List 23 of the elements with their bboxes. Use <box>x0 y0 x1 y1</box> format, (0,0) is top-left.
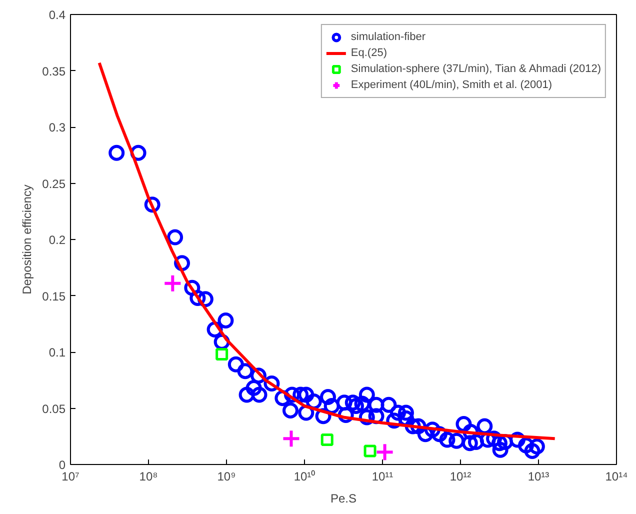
y-axis-title: Deposition efficiency <box>20 184 34 294</box>
legend-label: Simulation-sphere (37L/min), Tian & Ahmadi (2012) <box>350 62 601 77</box>
y-tick-label: 0.3 <box>48 120 66 134</box>
y-tick-label: 0.05 <box>42 402 66 416</box>
legend-label: Eq.(25) <box>350 46 387 61</box>
x-axis-title: Pe.S <box>330 492 357 506</box>
x-tick-label: 10⁷ <box>62 470 80 484</box>
y-tick-label: 0.2 <box>48 233 66 247</box>
y-tick-label: 0.1 <box>48 346 66 360</box>
y-tick-label: 0.4 <box>48 8 66 22</box>
x-tick-label: 10¹³ <box>528 470 550 484</box>
x-tick-label: 10¹⁰ <box>294 470 316 484</box>
x-tick-label: 10¹⁴ <box>605 470 628 484</box>
x-tick-label: 10⁹ <box>217 470 236 484</box>
y-tick-label: 0.25 <box>42 176 66 191</box>
legend-label: Experiment (40L/min), Smith et al. (2001) <box>350 78 552 93</box>
x-tick-label: 10¹¹ <box>372 470 394 484</box>
y-tick-label: 0 <box>58 458 66 472</box>
x-tick-label: 10¹² <box>450 470 472 484</box>
x-tick-label: 10⁸ <box>139 470 158 484</box>
legend-label: simulation-fiber <box>350 30 426 45</box>
y-tick-label: 0.15 <box>42 289 66 304</box>
y-tick-label: 0.35 <box>42 64 66 78</box>
